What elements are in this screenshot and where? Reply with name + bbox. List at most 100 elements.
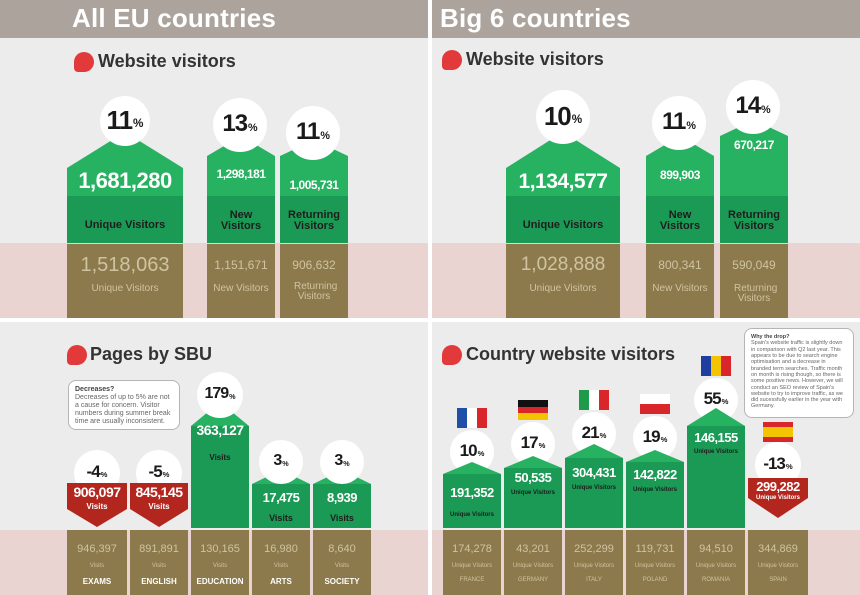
- metric-label: Visits: [269, 513, 293, 523]
- column-body: [191, 426, 249, 528]
- previous-value: 1,151,671: [214, 258, 268, 272]
- country-label: FRANCE: [459, 577, 485, 583]
- metric-label: Unique Visitors: [633, 487, 677, 493]
- unique-visitors-column: 11% 1,681,280 Unique Visitors 1,518,063 …: [67, 96, 183, 318]
- why-the-drop-callout: Why the drop? Spain's website traffic is…: [744, 328, 854, 418]
- sbu-society-column: 3% 8,939 Visits 8,640 Visits SOCIETY: [313, 440, 371, 595]
- decreases-callout: Decreases? Decreases of up to 5% are not…: [68, 380, 180, 430]
- metric-label: Unique Visitors: [84, 219, 166, 231]
- country-romania-column: 55% 146,155 Unique Visitors 94,510 Uniqu…: [687, 356, 745, 595]
- previous-value: 174,278: [452, 543, 492, 555]
- metric-value: 1,298,181: [216, 167, 266, 181]
- country-label: GERMANY: [517, 577, 549, 583]
- returning-visitors-column: 14% 670,217 Returning Visitors 590,049 R…: [720, 80, 788, 318]
- country-label: ROMANIA: [701, 577, 730, 583]
- column-lower: [646, 196, 714, 243]
- spain-flag-icon: [763, 422, 793, 442]
- section-title: Website visitors: [466, 49, 604, 69]
- previous-label: Visits: [334, 563, 350, 569]
- category-label: EDUCATION: [196, 577, 244, 586]
- country-visitors-panel: Country website visitors Why the drop? S…: [432, 322, 860, 595]
- metric-value: 50,535: [514, 470, 552, 485]
- previous-period-block: [191, 530, 249, 595]
- previous-period-block: [506, 244, 620, 318]
- pages-by-sbu-panel: Pages by SBU Decreases? Decreases of up …: [0, 322, 428, 595]
- down-arrow: [748, 498, 808, 518]
- previous-value: 1,028,888: [520, 254, 606, 275]
- column-roof: [626, 450, 684, 462]
- previous-period-block: [443, 530, 501, 595]
- column-body: [252, 484, 310, 528]
- metric-value: 845,145: [135, 484, 183, 500]
- metric-label: New Visitors: [220, 209, 262, 232]
- previous-period-block: [207, 244, 275, 318]
- column-body: [748, 478, 808, 498]
- previous-label: Visits: [273, 563, 289, 569]
- previous-period-block: [252, 530, 310, 595]
- sbu-exams-column: -4% 906,097 Visits 946,397 Visits EXAMS: [67, 450, 127, 595]
- previous-value: 344,869: [758, 543, 798, 555]
- previous-period-block: [626, 530, 684, 595]
- metric-label: Visits: [330, 513, 354, 523]
- metric-value: 191,352: [450, 485, 494, 500]
- speech-bubble-icon: [442, 50, 462, 70]
- country-spain-column: -13% 299,282 Unique Visitors 344,869 Uni…: [748, 422, 808, 595]
- metric-label: Unique Visitors: [694, 449, 738, 455]
- metric-label: Returning Visitors: [728, 209, 780, 232]
- previous-value: 119,731: [635, 543, 675, 555]
- sbu-english-column: -5% 845,145 Visits 891,891 Visits ENGLIS…: [130, 450, 188, 595]
- category-label: SOCIETY: [324, 577, 360, 586]
- previous-period-block: [67, 244, 183, 318]
- percent-change-badge: 13%: [213, 98, 267, 152]
- country-italy-column: 21% 304,431 Unique Visitors 252,299 Uniq…: [565, 390, 623, 595]
- country-poland-column: 19% 142,822 Unique Visitors 119,731 Uniq…: [626, 394, 684, 595]
- country-label: ITALY: [586, 577, 602, 583]
- previous-value: 891,891: [139, 543, 179, 555]
- previous-period-block: [280, 244, 348, 318]
- metric-value: 8,939: [326, 490, 358, 505]
- previous-label: Visits: [89, 563, 105, 569]
- column-body: [443, 474, 501, 528]
- column-body: [626, 462, 684, 528]
- metric-value: 1,134,577: [518, 170, 608, 193]
- column-roof: [67, 132, 183, 168]
- column-body: [130, 483, 188, 509]
- percent-change-badge: 10%: [536, 90, 590, 144]
- country-france-column: 10% 191,352 Unique Visitors 174,278 Uniq…: [443, 408, 501, 595]
- sbu-arts-column: 3% 17,475 Visits 16,980 Visits ARTS: [252, 440, 310, 595]
- metric-value: 299,282: [756, 479, 800, 494]
- previous-label: Unique Visitors: [91, 283, 159, 294]
- metric-label: Returning Visitors: [288, 209, 340, 232]
- previous-period-block: [67, 530, 127, 595]
- new-visitors-column: 13% 1,298,181 New Visitors 1,151,671 New…: [207, 96, 275, 318]
- previous-label: Unique Visitors: [573, 563, 615, 569]
- metric-label: Unique Visitors: [511, 490, 555, 496]
- germany-flag-icon: [518, 400, 548, 421]
- metric-label: Unique Visitors: [756, 495, 800, 501]
- down-arrow: [130, 509, 188, 527]
- metric-label: New Visitors: [659, 209, 701, 232]
- previous-label: Unique Visitors: [512, 563, 554, 569]
- panel-header: Big 6 countries: [432, 0, 860, 38]
- down-arrow: [67, 509, 127, 527]
- column-body: [67, 483, 127, 509]
- country-label: POLAND: [642, 577, 668, 583]
- romania-flag-icon: [701, 356, 731, 376]
- metric-label: Unique Visitors: [572, 485, 616, 491]
- percent-change-badge: 19%: [633, 416, 677, 460]
- speech-bubble-icon: [442, 345, 462, 365]
- previous-value: 906,632: [292, 258, 336, 272]
- previous-label: Unique Visitors: [634, 563, 676, 569]
- column-upper: [646, 156, 714, 196]
- percent-change-badge: 3%: [320, 440, 364, 484]
- previous-period-block: [504, 530, 562, 595]
- panel-title: All EU countries: [72, 3, 277, 33]
- column-upper: [67, 168, 183, 196]
- callout-body: Spain's website traffic is slightly down…: [751, 340, 843, 410]
- metric-value: 17,475: [262, 490, 300, 505]
- previous-value: 252,299: [574, 543, 614, 555]
- big-6-panel: Big 6 countries Website visitors 10% 1,1…: [432, 0, 860, 318]
- previous-label: Visits: [212, 563, 228, 569]
- previous-value: 8,640: [328, 543, 356, 555]
- previous-label: Unique Visitors: [757, 563, 799, 569]
